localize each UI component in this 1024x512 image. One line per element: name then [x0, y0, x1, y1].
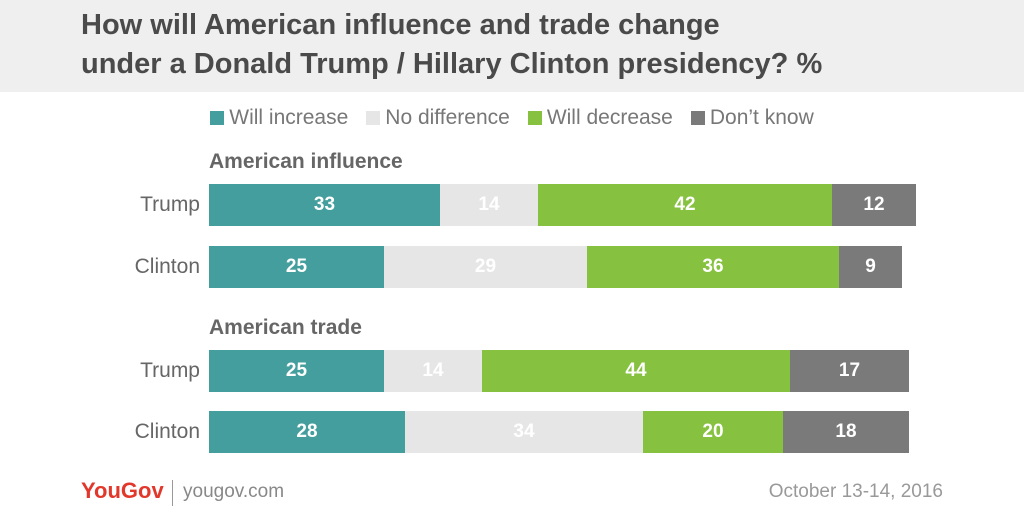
legend-label: Don’t know	[709, 106, 814, 129]
bar-segment: 12	[832, 184, 916, 226]
bar-segment: 28	[209, 411, 405, 453]
legend-item: Will decrease	[527, 106, 673, 130]
legend-swatch	[210, 111, 225, 125]
bar-segment: 25	[209, 350, 384, 392]
bar-segment: 9	[839, 246, 902, 288]
legend-swatch	[527, 111, 542, 125]
bar-segment: 29	[384, 246, 587, 288]
legend-item: No difference	[366, 106, 510, 130]
footer-url[interactable]: yougov.com	[183, 481, 285, 502]
bar-segment: 20	[643, 411, 783, 453]
survey-date: October 13-14, 2016	[768, 481, 943, 502]
title-line-1: How will American influence and trade ch…	[81, 9, 720, 41]
legend-item: Don’t know	[690, 106, 814, 130]
legend-item: Will increase	[210, 106, 348, 130]
bar-segment: 17	[790, 350, 909, 392]
yougov-logo: YouGov	[81, 478, 164, 503]
legend-label: Will increase	[229, 106, 349, 129]
legend-label: No difference	[385, 106, 510, 129]
row-label: Trump	[140, 359, 200, 382]
bar-segment: 36	[587, 246, 839, 288]
row-label: Trump	[140, 193, 200, 216]
chart-title: How will American influence and trade ch…	[81, 6, 1001, 84]
header-band: How will American influence and trade ch…	[0, 0, 1024, 92]
bar-segment: 44	[482, 350, 790, 392]
bar-segment: 14	[440, 184, 538, 226]
title-line-2: under a Donald Trump / Hillary Clinton p…	[81, 48, 823, 80]
legend-swatch	[366, 111, 381, 125]
bar-segment: 18	[783, 411, 909, 453]
footer-divider	[172, 480, 173, 506]
bar-segment: 34	[405, 411, 643, 453]
row-label: Clinton	[134, 255, 200, 278]
legend-label: Will decrease	[546, 106, 673, 129]
bar-segment: 14	[384, 350, 482, 392]
group-label: American influence	[209, 150, 403, 173]
legend-swatch	[690, 111, 705, 125]
bar-segment: 33	[209, 184, 440, 226]
bar-segment: 42	[538, 184, 832, 226]
row-label: Clinton	[134, 420, 200, 443]
group-label: American trade	[209, 316, 362, 339]
bar-segment: 25	[209, 246, 384, 288]
chart-legend: Will increase No difference Will decrease D…	[0, 103, 1024, 133]
